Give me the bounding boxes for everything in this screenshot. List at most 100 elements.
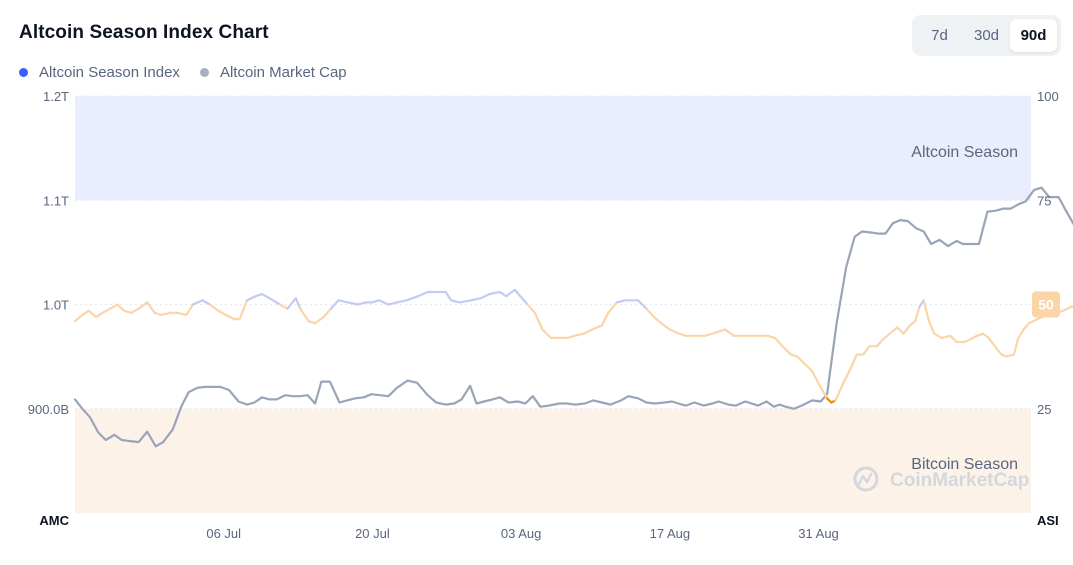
asi-line-segment xyxy=(1012,336,1020,356)
asi-line-segment xyxy=(268,297,282,306)
asi-line-segment xyxy=(582,328,594,335)
gridlines xyxy=(75,95,1031,410)
asi-line-segment xyxy=(498,290,508,298)
asi-line-segment xyxy=(458,299,473,304)
x-axis: 06 Jul 20 Jul 03 Aug 17 Aug 31 Aug xyxy=(206,526,838,541)
asi-line-segment xyxy=(479,293,491,300)
range-90d-button[interactable]: 90d xyxy=(1010,19,1057,52)
asi-line-segment xyxy=(260,293,271,300)
asi-line-segment xyxy=(444,290,453,302)
asi-line-segment xyxy=(314,315,325,325)
asi-line-segment xyxy=(842,368,852,383)
right-axis: 100 75 50 25 ASI xyxy=(1037,89,1059,528)
asi-line-segment xyxy=(346,301,359,306)
x-tick-label: 20 Jul xyxy=(355,526,390,541)
asi-line-segment xyxy=(1027,318,1039,325)
left-axis-name: AMC xyxy=(39,513,69,528)
chart-legend: Altcoin Season Index Altcoin Market Cap xyxy=(19,64,367,81)
asi-line-segment xyxy=(130,307,140,314)
asi-line-segment xyxy=(505,288,516,298)
legend-item-altcoin-season-index[interactable]: Altcoin Season Index xyxy=(19,64,180,81)
asi-line-segment xyxy=(607,301,618,314)
asi-line-segment xyxy=(122,309,133,314)
asi-line-segment xyxy=(600,311,610,327)
asi-line-segment xyxy=(371,299,380,304)
left-tick-label: 1.1T xyxy=(43,193,69,208)
asi-line-segment xyxy=(862,345,871,356)
asi-line-segment xyxy=(949,334,958,344)
asi-line-segment xyxy=(1005,353,1016,358)
asi-line-segment xyxy=(922,299,931,323)
series-altcoin-season-index xyxy=(73,288,1073,404)
legend-item-altcoin-market-cap[interactable]: Altcoin Market Cap xyxy=(199,64,347,81)
asi-line-segment xyxy=(87,309,98,319)
asi-line-segment xyxy=(356,301,368,306)
asi-line-segment xyxy=(337,299,350,304)
asi-line-segment xyxy=(185,303,194,316)
asi-line-segment xyxy=(201,299,211,306)
asi-line-segment xyxy=(513,288,529,306)
asi-line-segment xyxy=(1017,328,1025,339)
asi-line-segment xyxy=(987,336,997,348)
asi-line-segment xyxy=(615,299,627,304)
asi-line-segment xyxy=(940,334,952,339)
asi-line-segment xyxy=(703,332,714,337)
range-7d-button[interactable]: 7d xyxy=(931,27,948,44)
asi-line-segment xyxy=(294,297,302,310)
x-tick-label: 03 Aug xyxy=(501,526,542,541)
asi-line-segment xyxy=(286,297,297,310)
asi-line-segment xyxy=(417,290,429,298)
asi-line-segment xyxy=(526,303,537,314)
legend-label: Altcoin Market Cap xyxy=(219,64,347,81)
asi-line-segment xyxy=(395,299,408,304)
asi-line-segment xyxy=(902,324,912,335)
left-tick-label: 1.0T xyxy=(43,298,69,313)
asi-line-segment xyxy=(927,320,936,335)
asi-line-segment xyxy=(908,320,917,327)
asi-line-segment xyxy=(668,328,681,335)
time-range-selector: 7d 30d 90d xyxy=(912,15,1061,56)
asi-line-segment xyxy=(146,301,156,314)
altcoin-season-zone xyxy=(75,96,1031,201)
asi-line-segment xyxy=(377,299,390,306)
asi-line-segment xyxy=(405,295,420,302)
watermark-text: CoinMarketCap xyxy=(890,470,1029,491)
left-tick-label: 1.2T xyxy=(43,89,69,104)
asi-line-segment xyxy=(875,338,884,348)
series-altcoin-market-cap xyxy=(73,186,1073,448)
asi-line-segment xyxy=(773,336,784,348)
asi-line-segment xyxy=(488,290,501,296)
asi-line-segment xyxy=(566,334,576,339)
asi-line-segment xyxy=(652,315,663,325)
asi-line-segment xyxy=(254,293,264,298)
asi-line-segment xyxy=(224,313,236,321)
left-tick-label: 900.0B xyxy=(28,402,69,417)
asi-line-segment xyxy=(470,297,482,302)
asi-line-segment xyxy=(678,332,687,337)
asi-line-segment xyxy=(723,328,735,337)
asi-line-segment xyxy=(95,311,104,319)
asi-line-segment xyxy=(387,301,398,306)
range-30d-button[interactable]: 30d xyxy=(973,27,1000,44)
asi-line-segment xyxy=(717,328,727,333)
asi-line-segment xyxy=(329,299,340,310)
current-value-text: 50 xyxy=(1038,297,1054,313)
asi-line-segment xyxy=(246,295,257,302)
bitcoin-season-zone xyxy=(75,408,1031,513)
asi-line-segment xyxy=(914,305,921,323)
market-cap-line xyxy=(73,186,1073,448)
asi-line-segment xyxy=(888,326,899,335)
legend-label: Altcoin Season Index xyxy=(39,64,180,81)
asi-line-segment xyxy=(789,353,799,358)
asi-line-segment xyxy=(802,361,814,373)
asi-line-segment xyxy=(137,301,149,310)
asi-line-segment xyxy=(591,324,604,331)
asi-line-segment xyxy=(573,332,585,337)
asi-line-segment xyxy=(307,320,317,325)
chart-title: Altcoin Season Index Chart xyxy=(19,22,269,43)
legend-dot-icon xyxy=(19,68,28,77)
asi-line-segment xyxy=(1022,322,1031,331)
asi-line-segment xyxy=(817,382,829,400)
asi-line-segment xyxy=(108,303,119,310)
